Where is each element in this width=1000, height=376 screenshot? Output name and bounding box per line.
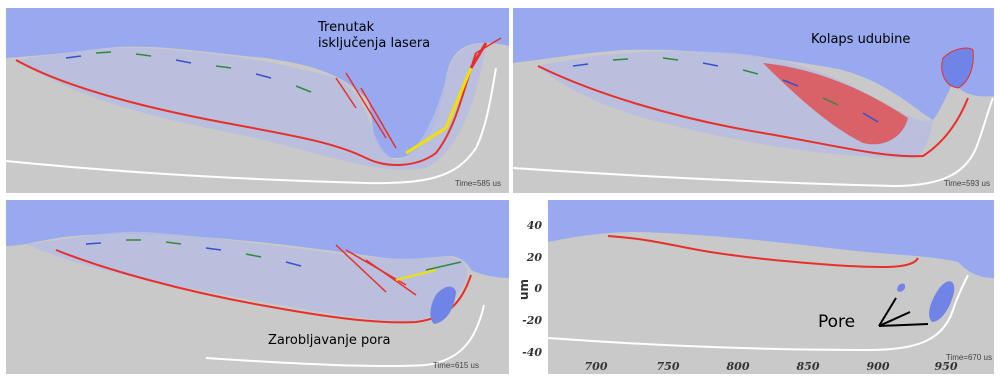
flow-vectors bbox=[65, 37, 502, 155]
trapped-pore bbox=[430, 286, 456, 324]
simulation-laser-off bbox=[6, 8, 509, 185]
time-stamp: Time=593 us bbox=[943, 179, 990, 188]
gas-region bbox=[548, 200, 994, 278]
x-tick: 850 bbox=[796, 360, 820, 373]
panel-final-pores: Pore Time=670 us 700 750 800 850 900 950 bbox=[548, 200, 994, 374]
gas-region bbox=[513, 8, 994, 120]
melt-boundary-line bbox=[15, 52, 477, 166]
x-tick: 750 bbox=[656, 360, 680, 373]
melt-pool bbox=[16, 43, 486, 170]
panel-laser-off: Trenutak isključenja lasera Time=585 us bbox=[6, 8, 509, 193]
pore-label: Pore bbox=[818, 312, 856, 332]
solidus-line bbox=[205, 304, 485, 368]
panel-label: Trenutak isključenja lasera bbox=[318, 20, 431, 51]
melt-pool bbox=[538, 51, 933, 159]
solidus-line bbox=[548, 274, 969, 352]
panel-pore-trapping: Zarobljavanje pora Time=615 us bbox=[6, 200, 509, 374]
pore-pointer-lines bbox=[878, 297, 929, 327]
x-tick: 950 bbox=[934, 360, 958, 373]
solidus-line bbox=[6, 67, 497, 185]
gas-region bbox=[6, 8, 509, 158]
panel-cavity-collapse: Kolaps udubine Time=593 us bbox=[513, 8, 994, 193]
flow-vectors bbox=[85, 239, 462, 296]
flow-vectors bbox=[572, 57, 879, 123]
y-tick: -20 bbox=[522, 314, 542, 327]
y-tick: 20 bbox=[526, 251, 542, 264]
solidus-line bbox=[513, 97, 994, 188]
simulation-pore-trapping bbox=[6, 200, 509, 368]
x-tick: 800 bbox=[726, 360, 750, 373]
panel-label: Kolaps udubine bbox=[811, 32, 911, 47]
time-stamp: Time=585 us bbox=[454, 179, 501, 188]
x-tick: 900 bbox=[866, 360, 890, 373]
simulation-cavity-collapse bbox=[513, 8, 994, 188]
y-tick: -40 bbox=[522, 346, 542, 359]
x-tick: 700 bbox=[584, 360, 608, 373]
time-stamp: Time=670 us bbox=[945, 353, 992, 362]
simulation-final-pores bbox=[548, 200, 994, 352]
y-tick: 0 bbox=[534, 282, 542, 295]
pore-small bbox=[897, 283, 906, 292]
melt-boundary-line bbox=[607, 235, 919, 269]
melt-boundary-line bbox=[537, 65, 969, 158]
y-tick: 40 bbox=[526, 219, 542, 232]
melt-pool bbox=[26, 231, 468, 322]
pore bbox=[929, 281, 955, 322]
time-stamp: Time=615 us bbox=[432, 361, 479, 370]
gas-region bbox=[6, 200, 509, 278]
detached-bubble bbox=[941, 47, 974, 89]
panel-label: Zarobljavanje pora bbox=[268, 333, 391, 348]
